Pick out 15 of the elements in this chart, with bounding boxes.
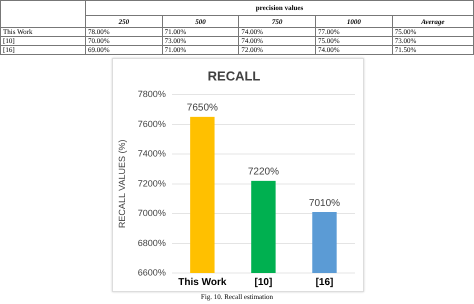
data-label: 7010% [308, 198, 340, 209]
y-axis-title: RECALL VALUES (%) [116, 140, 127, 228]
y-tick-label: 7400% [138, 148, 166, 159]
y-tick-label: 7600% [138, 118, 166, 129]
chart-title: RECALL [208, 68, 260, 84]
data-label: 7220% [248, 166, 280, 178]
y-tick-label: 7800% [138, 89, 166, 100]
y-tick-label: 7000% [138, 208, 166, 218]
y-tick-label: 6600% [138, 267, 166, 278]
x-tick-label: [16] [316, 276, 334, 288]
x-tick-label: This Work [178, 276, 227, 288]
y-tick-label: 6800% [138, 238, 166, 248]
data-label: 7650% [186, 102, 218, 114]
x-tick-label: [10] [254, 276, 272, 288]
y-tick-label: 7200% [138, 178, 166, 188]
